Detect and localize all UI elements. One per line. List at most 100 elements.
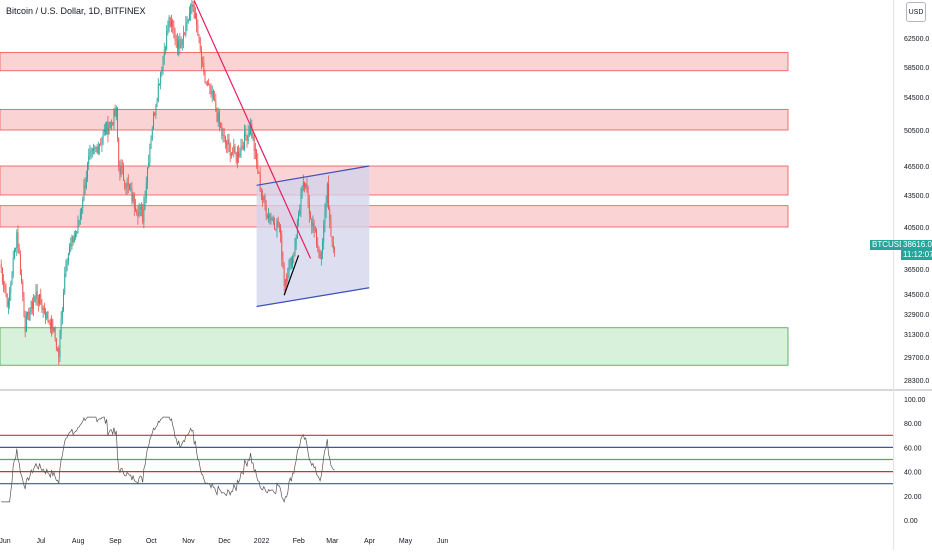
- candle-body: [253, 136, 255, 151]
- candle-body: [312, 222, 314, 226]
- candle-body: [24, 315, 26, 332]
- candle-body: [118, 137, 120, 167]
- candle-body: [94, 148, 96, 149]
- candle-body: [232, 152, 234, 154]
- candle-body: [61, 309, 63, 319]
- candle-body: [204, 72, 206, 83]
- candle-body: [112, 122, 114, 126]
- price-tick-label: 58500.0: [904, 65, 929, 72]
- candle-body: [193, 5, 195, 18]
- candle-body: [293, 256, 295, 257]
- candle-body: [286, 279, 288, 282]
- price-tick-label: 34500.0: [904, 292, 929, 299]
- candle-body: [287, 275, 289, 282]
- candle-body: [272, 218, 274, 223]
- candle-body: [250, 123, 252, 134]
- candle-body: [66, 261, 68, 265]
- candle-body: [59, 333, 61, 358]
- candle-body: [82, 200, 84, 208]
- candle-body: [49, 322, 51, 329]
- candle-body: [276, 220, 278, 230]
- candle-body: [36, 291, 38, 300]
- candle-body: [27, 311, 29, 316]
- candle-body: [305, 184, 307, 188]
- resistance-zone: [0, 52, 789, 72]
- support-zone: [0, 327, 789, 366]
- rsi-tick-label: 0.00: [904, 518, 918, 525]
- candle-body: [84, 185, 86, 188]
- pane-separator[interactable]: [0, 389, 932, 391]
- candle-body: [288, 263, 290, 276]
- time-tick-label: Oct: [146, 538, 157, 545]
- candle-body: [268, 214, 270, 219]
- candle-body: [55, 338, 57, 349]
- time-tick-label: Sep: [109, 538, 122, 545]
- candle-body: [298, 214, 300, 221]
- candle-body: [41, 304, 43, 310]
- candle-body: [214, 99, 216, 101]
- candle-body: [318, 247, 320, 253]
- candle-body: [155, 106, 157, 115]
- candle-body: [211, 90, 213, 95]
- candle-body: [6, 293, 8, 307]
- candle-body: [109, 121, 111, 128]
- candle-body: [150, 138, 152, 148]
- candle-body: [308, 203, 310, 215]
- resistance-zone: [0, 108, 789, 131]
- candle-body: [316, 229, 317, 245]
- price-tick-label: 62500.0: [904, 36, 929, 43]
- candle-body: [322, 242, 323, 253]
- candle-body: [266, 216, 268, 219]
- candle-body: [178, 39, 180, 49]
- currency-badge[interactable]: USD: [906, 2, 926, 22]
- candle-body: [70, 243, 72, 247]
- rsi-tick-label: 100.00: [904, 397, 926, 404]
- candle-body: [54, 327, 56, 339]
- candle-body: [168, 17, 170, 29]
- candle-body: [258, 172, 260, 174]
- price-channel-fill: [256, 166, 370, 307]
- candle-body: [13, 249, 15, 258]
- candle-body: [1, 268, 3, 282]
- candle-body: [236, 151, 238, 163]
- candle-body: [63, 292, 64, 310]
- candle-body: [79, 212, 81, 221]
- candle-body: [144, 197, 146, 204]
- candle-body: [53, 327, 55, 332]
- price-tick-label: 40500.0: [904, 225, 929, 232]
- candle-body: [310, 214, 311, 219]
- candle-body: [157, 83, 159, 101]
- candle-body: [230, 152, 232, 156]
- candle-body: [91, 149, 93, 151]
- candle-body: [179, 39, 181, 49]
- time-tick-label: May: [399, 538, 413, 545]
- candle-body: [99, 143, 100, 147]
- candle-body: [114, 109, 116, 117]
- candle-body: [326, 184, 328, 203]
- candle-body: [324, 210, 326, 225]
- candle-body: [188, 13, 190, 20]
- price-tick-label: 50500.0: [904, 128, 929, 135]
- candle-body: [162, 56, 164, 70]
- candle-body: [137, 212, 139, 216]
- candle-body: [83, 185, 85, 201]
- candle-body: [136, 211, 138, 213]
- candle-body: [77, 221, 79, 232]
- candle-body: [5, 288, 7, 294]
- candle-body: [22, 281, 24, 297]
- candle-body: [76, 231, 78, 234]
- candle-body: [180, 44, 182, 49]
- price-tick-label: 54500.0: [904, 95, 929, 102]
- candle-body: [15, 248, 17, 250]
- candle-body: [43, 307, 45, 314]
- candle-body: [299, 209, 301, 215]
- candle-body: [264, 195, 266, 205]
- candle-body: [317, 244, 319, 248]
- candle-body: [235, 152, 237, 163]
- candle-body: [306, 184, 308, 192]
- candle-body: [167, 28, 169, 31]
- candle-body: [270, 218, 272, 220]
- candle-body: [123, 168, 124, 181]
